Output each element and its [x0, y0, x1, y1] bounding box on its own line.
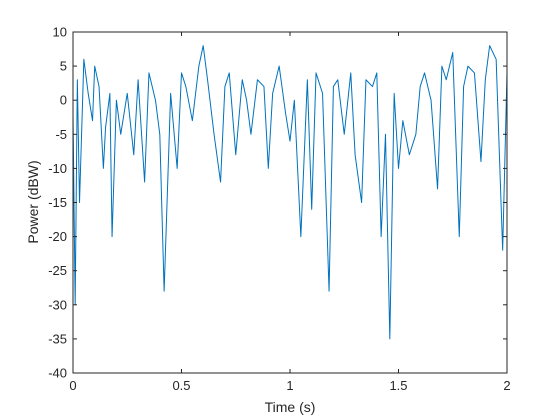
x-tick-label: 0.5 — [172, 378, 190, 393]
y-tick-label: -30 — [48, 297, 67, 312]
x-tick-label: 0 — [69, 378, 76, 393]
y-tick-label: -5 — [55, 127, 67, 142]
plot-area — [73, 32, 507, 373]
y-tick-label: -15 — [48, 195, 67, 210]
y-axis-label: Power (dBW) — [25, 160, 41, 243]
x-tick-label: 2 — [503, 378, 510, 393]
x-tick-label: 1 — [286, 378, 293, 393]
y-tick-label: -40 — [48, 366, 67, 381]
x-tick-label: 1.5 — [389, 378, 407, 393]
y-tick-label: 10 — [53, 25, 67, 40]
y-tick-label: -10 — [48, 161, 67, 176]
y-tick-label: -25 — [48, 263, 67, 278]
y-tick-label: 5 — [60, 59, 67, 74]
series-line-0 — [72, 45, 508, 340]
y-tick-label: 0 — [60, 93, 67, 108]
x-axis-label: Time (s) — [265, 399, 316, 415]
y-tick-label: -35 — [48, 331, 67, 346]
y-tick-label: -20 — [48, 229, 67, 244]
x-axis-ticks: 0 0.5 1 1.5 2 — [69, 32, 511, 393]
series-group — [72, 45, 508, 340]
y-axis-ticks: -40 -35 -30 -25 -20 -15 -10 -5 0 5 10 — [48, 25, 507, 381]
